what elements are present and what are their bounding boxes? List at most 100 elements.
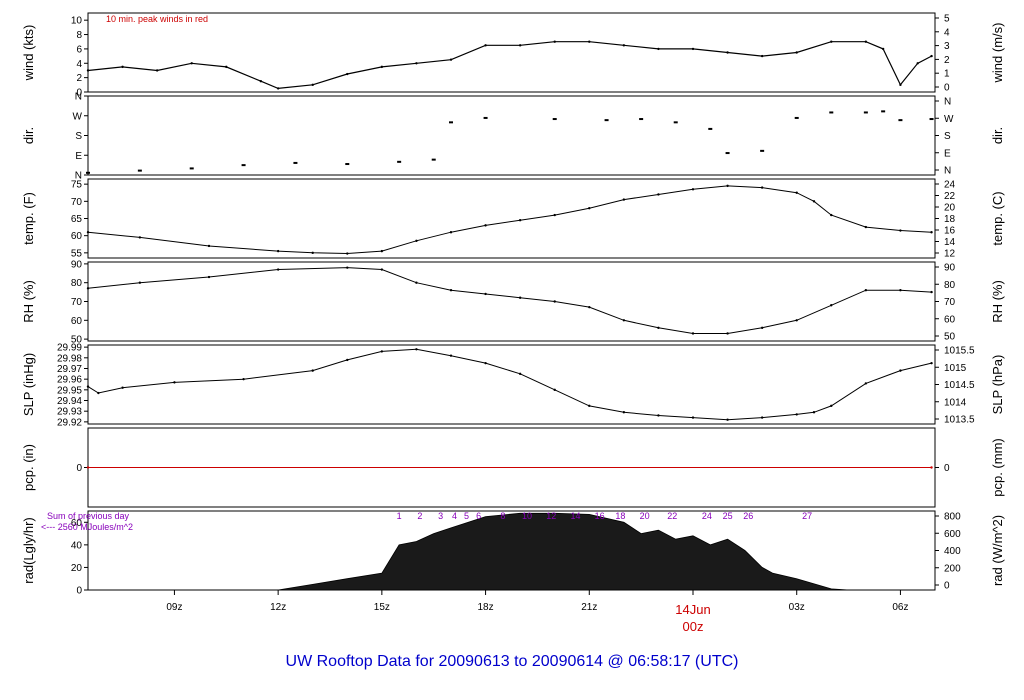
panel-pcp: 0 0 pcp. (in) pcp. (mm) — [21, 427, 1005, 508]
slp-data-point — [657, 414, 660, 417]
rad-annotation-left: Sum of previous day — [47, 511, 130, 521]
slp-ytick-left-label: 29.97 — [57, 364, 82, 375]
dir-data-point — [881, 110, 886, 113]
wind-data-point — [259, 80, 263, 83]
temp-data-point — [760, 186, 764, 189]
slp-data-point — [415, 348, 418, 351]
rh-data-point — [795, 319, 798, 322]
rad-hour-marker: 6 — [476, 511, 481, 521]
rh-data-point — [760, 326, 764, 330]
rad-ytick-right-label: 600 — [944, 529, 961, 540]
slp-data-point — [311, 369, 314, 372]
rh-data-point — [380, 268, 384, 271]
rh-data-point — [518, 296, 522, 299]
day-marker-time: 00z — [683, 619, 704, 634]
slp-ylabel-right: SLP (hPa) — [990, 355, 1005, 415]
rh-ytick-left-label: 60 — [71, 316, 83, 327]
wind-data-point — [553, 40, 556, 43]
rad-series-area — [278, 512, 849, 591]
temp-data-point — [899, 229, 902, 232]
rh-ytick-left-label: 70 — [71, 297, 83, 308]
wind-data-point — [484, 44, 487, 47]
temp-ytick-right-label: 16 — [944, 226, 956, 237]
wind-data-point — [930, 54, 933, 58]
wind-data-point — [726, 51, 729, 54]
slp-data-point — [760, 416, 764, 419]
temp-data-point — [864, 225, 868, 229]
rh-ylabel-left: RH (%) — [21, 280, 36, 323]
temp-data-point — [930, 231, 933, 234]
rad-hour-marker: 25 — [723, 511, 733, 521]
rh-ytick-right-label: 50 — [944, 332, 956, 343]
slp-data-point — [899, 369, 902, 372]
slp-ytick-right-label: 1014 — [944, 397, 967, 408]
wind-ytick-left-label: 10 — [71, 16, 83, 27]
wind-ytick-right-label: 2 — [944, 55, 950, 66]
dir-ytick-left-label: E — [75, 151, 82, 162]
rad-ytick-right-label: 800 — [944, 512, 961, 523]
slp-data-point — [588, 404, 591, 408]
wind-annotation: 10 min. peak winds in red — [106, 14, 208, 24]
slp-ytick-left-label: 29.98 — [57, 353, 82, 364]
slp-data-point — [449, 354, 453, 357]
rh-data-point — [726, 332, 729, 335]
wind-ytick-left-label: 4 — [76, 59, 82, 70]
rad-hour-marker: 10 — [522, 511, 532, 521]
dir-data-point — [639, 118, 644, 121]
pcp-ytick-right-label: 0 — [944, 463, 950, 474]
dir-ytick-right-label: N — [944, 166, 951, 177]
temp-data-point — [830, 213, 833, 217]
wind-ytick-right-label: 4 — [944, 27, 950, 38]
slp-data-point — [553, 388, 556, 392]
temp-data-point — [795, 191, 798, 194]
slp-data-point — [691, 416, 695, 419]
slp-data-point — [173, 381, 176, 384]
dir-data-point — [241, 164, 246, 167]
rad-ylabel-right: rad (W/m^2) — [990, 515, 1005, 586]
temp-data-point — [553, 213, 556, 217]
wind-data-point — [899, 83, 902, 87]
wind-data-point — [190, 62, 193, 65]
dir-ylabel-right: dir. — [990, 127, 1005, 144]
dir-data-point — [137, 169, 142, 172]
dir-ytick-left-label: S — [75, 131, 82, 142]
temp-data-point — [207, 244, 211, 248]
temp-series-line — [87, 185, 932, 255]
rh-ytick-right-label: 70 — [944, 297, 956, 308]
temp-ytick-left-label: 65 — [71, 214, 83, 225]
temp-data-point — [380, 249, 384, 253]
rh-ytick-right-label: 60 — [944, 314, 956, 325]
pcp-ylabel-right: pcp. (mm) — [990, 438, 1005, 497]
rh-ytick-right-label: 80 — [944, 280, 956, 291]
wind-ytick-right-label: 1 — [944, 69, 950, 80]
wind-data-point — [916, 62, 919, 65]
wind-ytick-right-label: 0 — [944, 83, 950, 94]
temp-data-point — [276, 249, 280, 253]
rad-hour-marker: 24 — [702, 511, 712, 521]
pcp-data-point — [86, 466, 90, 469]
temp-ytick-right-label: 18 — [944, 214, 956, 225]
x-axis: 09z 12z 15z 18z 21z 06z 03z 14Jun 00z — [166, 590, 908, 634]
slp-ytick-right-label: 1013.5 — [944, 415, 975, 426]
rad-ytick-right-label: 0 — [944, 581, 950, 592]
slp-data-point — [864, 382, 868, 385]
rh-ytick-left-label: 90 — [71, 259, 83, 270]
x-tick-label: 03z — [789, 602, 805, 613]
wind-data-point — [449, 58, 453, 61]
slp-data-point — [97, 391, 100, 395]
temp-ytick-left-label: 60 — [71, 231, 83, 242]
dir-ytick-left-label: N — [75, 92, 82, 103]
slp-data-point — [380, 350, 384, 353]
dir-data-point — [708, 127, 713, 130]
dir-data-point — [345, 163, 350, 166]
wind-data-point — [121, 65, 124, 69]
slp-ylabel-left: SLP (inHg) — [21, 353, 36, 416]
wind-ytick-left-label: 6 — [76, 44, 82, 55]
wind-data-point — [518, 44, 522, 47]
rad-hour-marker: 1 — [397, 511, 402, 521]
dir-data-point — [552, 118, 557, 121]
temp-ytick-left-label: 55 — [71, 248, 83, 259]
temp-ytick-right-label: 14 — [944, 237, 956, 248]
